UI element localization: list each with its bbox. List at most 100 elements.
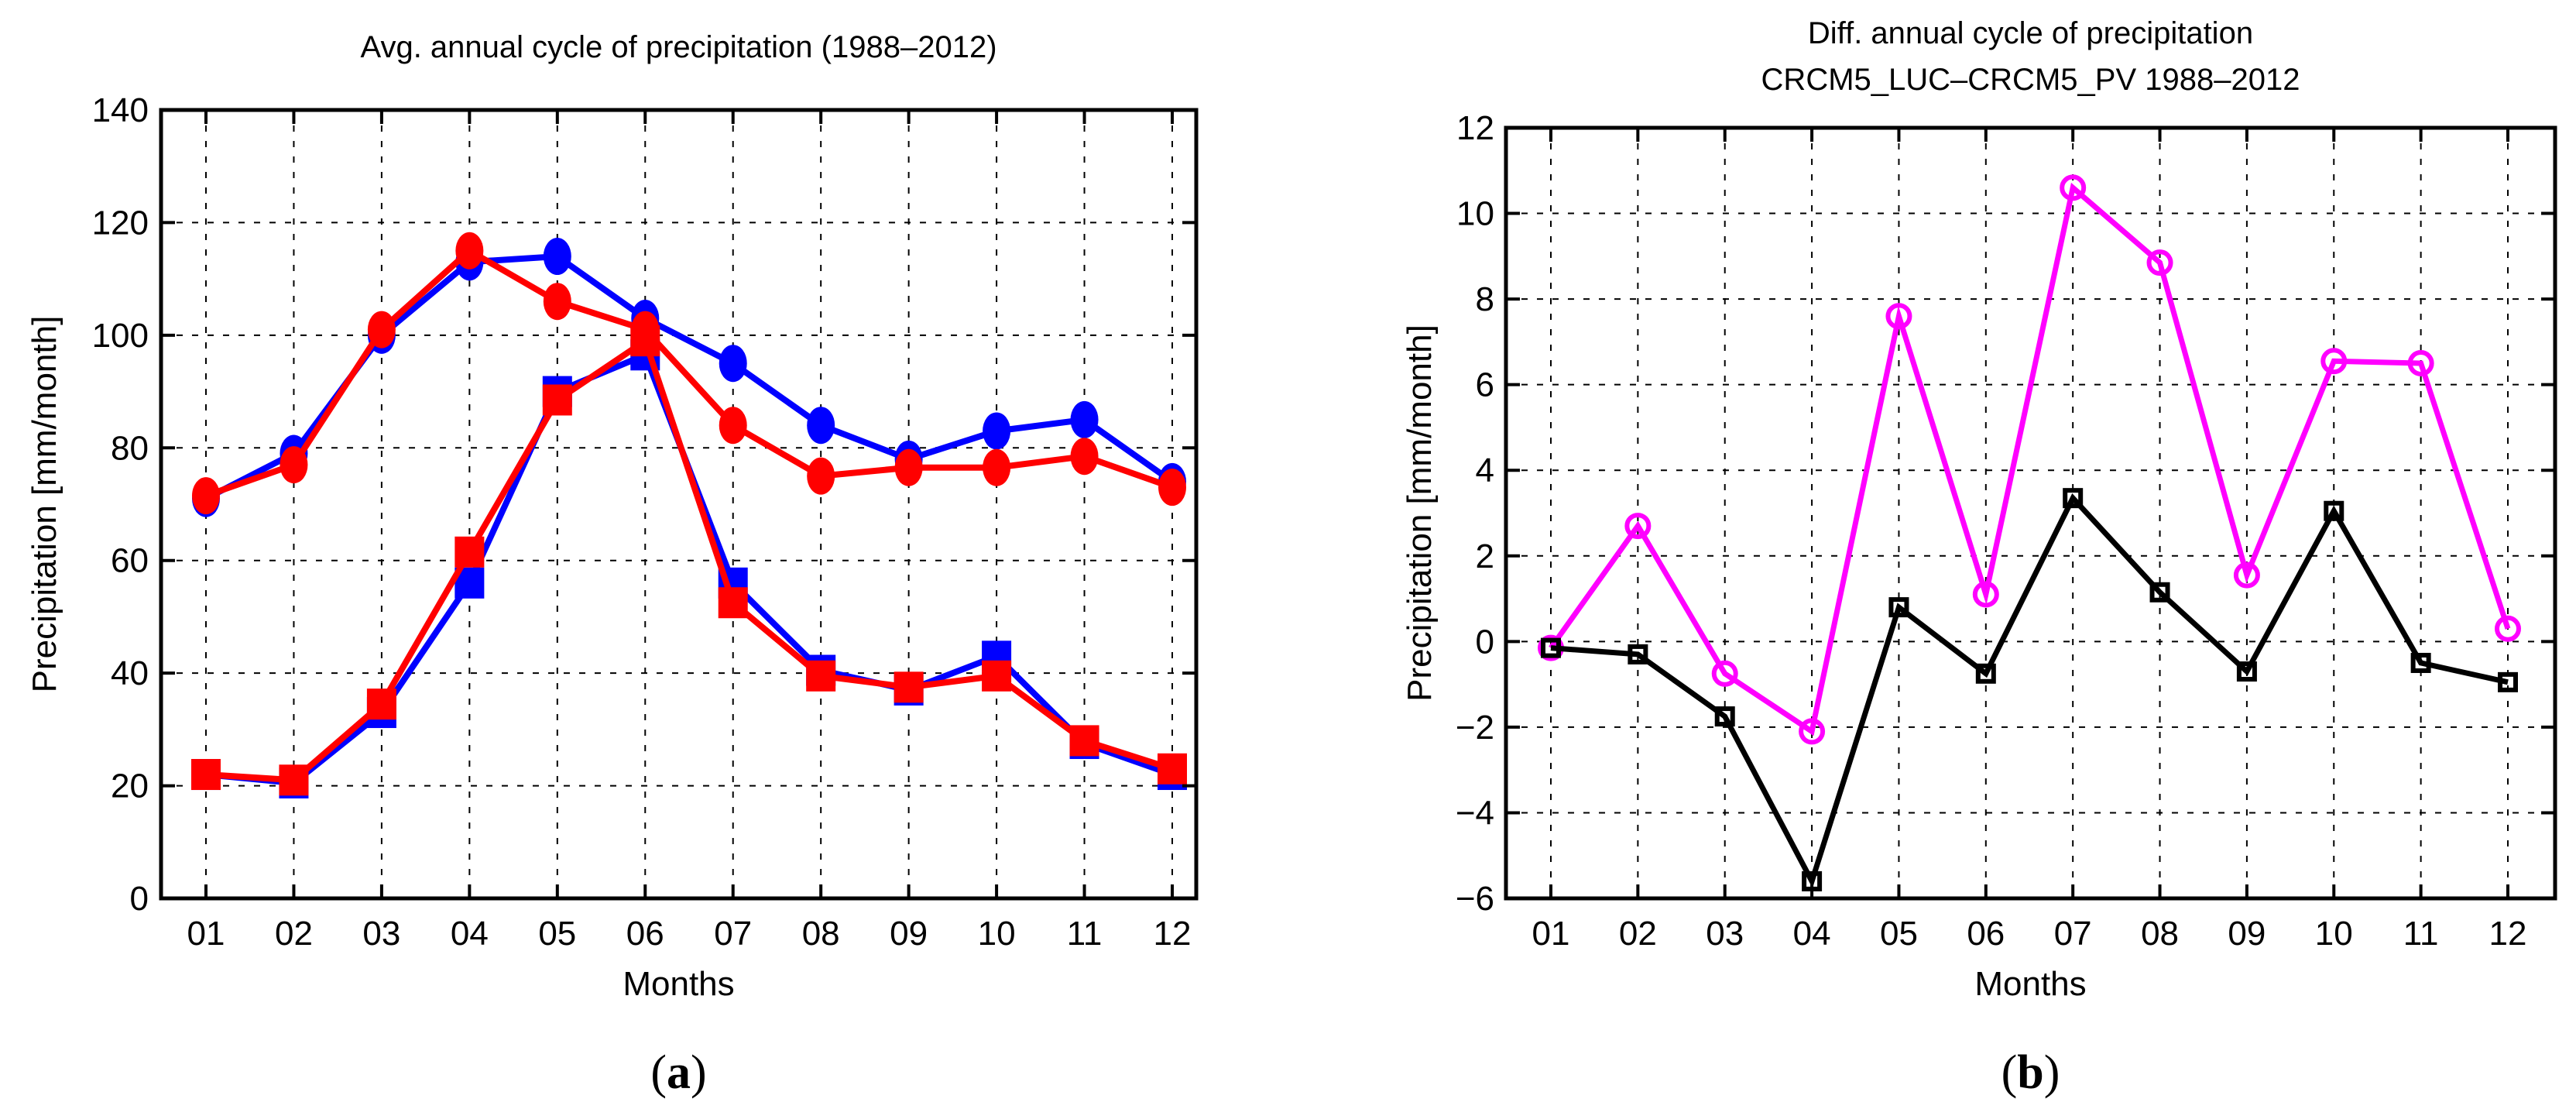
data-point: [2495, 615, 2521, 642]
panel-b-grid: [1506, 128, 2555, 898]
panel-a-series: [191, 232, 1187, 798]
x-tick-label: 08: [2141, 915, 2179, 953]
data-point: [2060, 174, 2087, 201]
y-tick-label: 120: [92, 204, 149, 242]
y-tick-label: 80: [111, 429, 149, 467]
data-point: [1885, 303, 1912, 330]
x-tick-label: 08: [802, 915, 840, 953]
data-point: [1158, 753, 1187, 785]
data-point: [2410, 652, 2431, 673]
x-tick-label: 12: [1154, 915, 1192, 953]
x-tick-label: 02: [275, 915, 313, 953]
data-point: [454, 536, 485, 568]
x-tick-label: 05: [538, 915, 576, 953]
series-red-circles: [192, 232, 1186, 515]
data-point: [2233, 561, 2260, 589]
x-tick-label: 07: [714, 915, 752, 953]
panel-b-series: [1538, 174, 2521, 891]
series-line: [204, 246, 1174, 499]
x-tick-label: 03: [1706, 915, 1744, 953]
series-red-squares: [191, 325, 1187, 796]
x-tick-label: 09: [2228, 915, 2266, 953]
panel-a-label: (a): [650, 1046, 706, 1099]
y-tick-label: 100: [92, 317, 149, 355]
title-line: CRCM5_LUC–CRCM5_PV 1988–2012: [1761, 63, 2300, 97]
y-tick-label: −2: [1456, 709, 1494, 747]
y-tick-label: 0: [130, 880, 149, 918]
series-magenta-circles: [1538, 174, 2521, 745]
data-point: [807, 407, 835, 445]
panel-b-title: Diff. annual cycle of precipitation CRCM5…: [1761, 16, 2300, 97]
y-tick-label: 10: [1456, 195, 1494, 233]
series-line: [1549, 182, 2511, 737]
data-point: [1158, 469, 1186, 506]
panel-label-letter: b: [2017, 1046, 2043, 1099]
x-tick-label: 03: [362, 915, 400, 953]
data-point: [279, 764, 309, 796]
panel-b-chart: Diff. annual cycle of precipitation CRCM5…: [1401, 16, 2557, 1099]
panel-a-chart: Avg. annual cycle of precipitation (1988…: [26, 30, 1199, 1099]
data-point: [630, 325, 660, 357]
x-tick-label: 12: [2489, 915, 2527, 953]
series-line: [1550, 493, 2509, 888]
data-point: [2498, 671, 2518, 692]
title-line: Avg. annual cycle of precipitation (1988…: [360, 30, 996, 64]
title-line: Diff. annual cycle of precipitation: [1808, 16, 2253, 50]
data-point: [2320, 348, 2348, 375]
panel-a-axes-frame: [159, 108, 1199, 901]
data-point: [1624, 513, 1652, 540]
x-tick-label: 01: [1532, 915, 1570, 953]
x-tick-label: 09: [890, 915, 928, 953]
data-point: [1070, 438, 1099, 476]
data-point: [2063, 488, 2084, 509]
data-point: [894, 671, 924, 703]
panel-b-ylabel: Precipitation [mm/month]: [1401, 324, 1439, 702]
panel-a-title: Avg. annual cycle of precipitation (1988…: [360, 30, 996, 64]
data-point: [983, 448, 1011, 486]
data-point: [542, 384, 572, 416]
data-point: [1070, 400, 1099, 438]
data-point: [1975, 663, 1996, 684]
panel-a-ticks: 01 02 03 04 05 06 07 08 09 10 11 120204060801001201…: [92, 91, 1196, 953]
panel-a-ylabel: Precipitation [mm/month]: [26, 316, 63, 693]
data-point: [192, 477, 220, 515]
x-tick-label: 10: [978, 915, 1016, 953]
y-tick-label: 140: [92, 91, 149, 129]
data-point: [543, 238, 571, 276]
data-point: [894, 448, 923, 486]
data-point: [191, 759, 221, 791]
data-point: [719, 345, 747, 383]
y-tick-label: 0: [1476, 623, 1494, 661]
y-tick-label: 12: [1456, 109, 1494, 147]
y-tick-label: 60: [111, 542, 149, 580]
series-black-squares: [1541, 488, 2518, 891]
panel-label-paren: (: [650, 1046, 667, 1099]
data-point: [2324, 500, 2344, 521]
data-point: [455, 232, 484, 270]
data-point: [543, 283, 571, 321]
data-point: [1888, 597, 1909, 618]
y-tick-label: 40: [111, 654, 149, 692]
data-point: [1972, 581, 1999, 608]
x-tick-label: 10: [2315, 915, 2353, 953]
panel-label-paren: (: [2001, 1046, 2018, 1099]
x-tick-label: 06: [1967, 915, 2005, 953]
panel-label-letter: a: [667, 1046, 691, 1099]
data-point: [1714, 706, 1735, 727]
data-point: [806, 660, 836, 692]
data-point: [366, 688, 396, 720]
x-tick-label: 06: [626, 915, 664, 953]
y-tick-label: 8: [1476, 280, 1494, 318]
y-tick-label: −6: [1456, 880, 1494, 918]
panel-b-xlabel: Months: [1974, 965, 2086, 1003]
data-point: [1628, 644, 1648, 664]
data-point: [2149, 582, 2170, 603]
data-point: [983, 412, 1011, 450]
y-tick-label: 2: [1476, 537, 1494, 575]
data-point: [367, 311, 396, 349]
data-point: [719, 407, 747, 445]
x-tick-label: 11: [2403, 915, 2439, 953]
x-tick-label: 04: [451, 915, 489, 953]
y-tick-label: 4: [1476, 452, 1494, 489]
